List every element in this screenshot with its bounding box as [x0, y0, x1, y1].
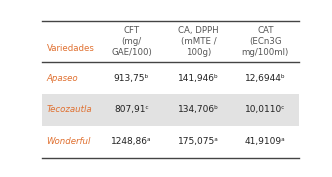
Text: Variedades: Variedades — [46, 44, 95, 53]
Text: Wonderful: Wonderful — [46, 137, 91, 146]
Text: CAT
(ECn3G
mg/100ml): CAT (ECn3G mg/100ml) — [242, 26, 289, 57]
Text: 134,706ᵇ: 134,706ᵇ — [178, 105, 219, 114]
Text: 141,946ᵇ: 141,946ᵇ — [178, 73, 219, 82]
Text: 12,6944ᵇ: 12,6944ᵇ — [245, 73, 286, 82]
Bar — [42, 62, 299, 94]
Text: CA, DPPH
(mMTE /
100g): CA, DPPH (mMTE / 100g) — [178, 26, 219, 57]
Text: Tecozautla: Tecozautla — [46, 105, 92, 114]
Text: CFT
(mg/
GAE/100): CFT (mg/ GAE/100) — [111, 26, 152, 57]
Text: Apaseo: Apaseo — [46, 73, 78, 82]
Text: 913,75ᵇ: 913,75ᵇ — [114, 73, 149, 82]
Text: 807,91ᶜ: 807,91ᶜ — [114, 105, 149, 114]
Text: 175,075ᵃ: 175,075ᵃ — [178, 137, 219, 146]
Text: 10,0110ᶜ: 10,0110ᶜ — [245, 105, 286, 114]
Bar — [42, 94, 299, 126]
Text: 41,9109ᵃ: 41,9109ᵃ — [245, 137, 286, 146]
Text: 1248,86ᵃ: 1248,86ᵃ — [111, 137, 152, 146]
Bar — [42, 126, 299, 158]
